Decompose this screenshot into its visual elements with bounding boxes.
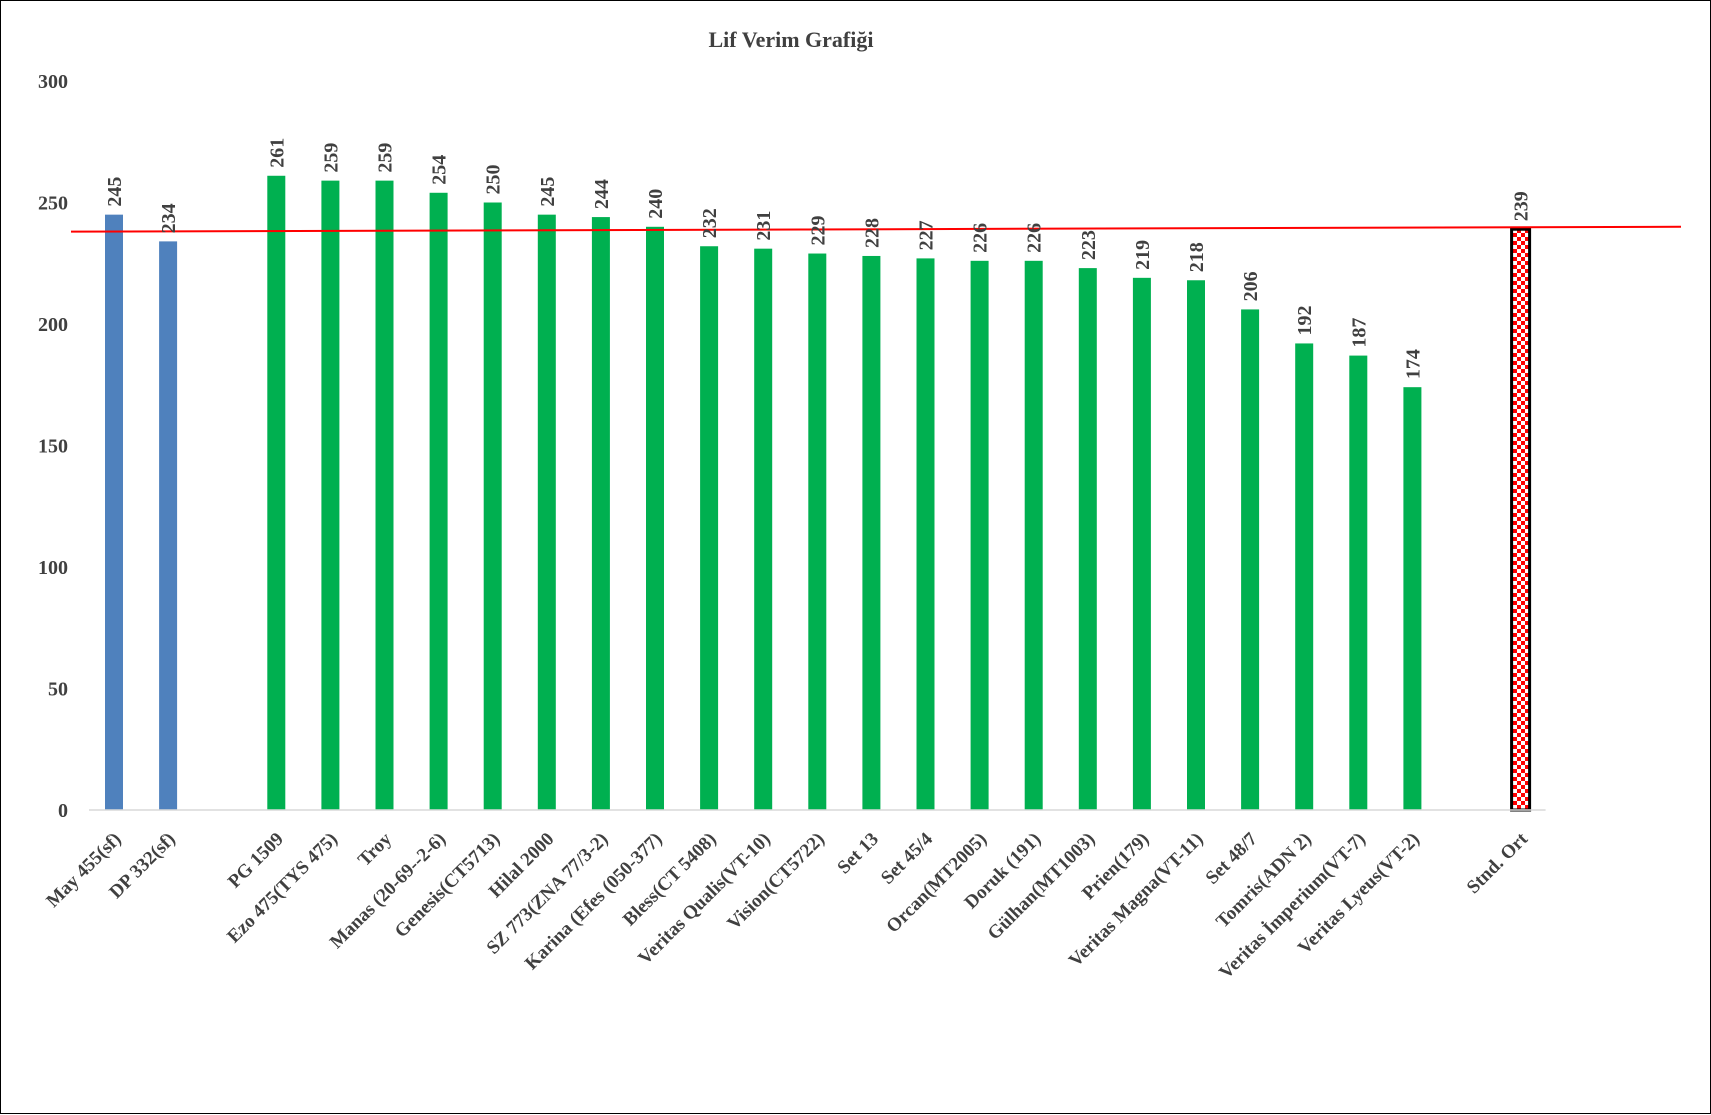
bar <box>429 192 448 810</box>
data-label: 240 <box>645 189 667 219</box>
bar <box>1241 309 1260 810</box>
bar <box>646 226 664 811</box>
average-bar <box>1510 227 1532 812</box>
bar <box>808 253 827 810</box>
x-tick-label: Set 13 <box>833 829 883 879</box>
data-label: 259 <box>375 143 397 173</box>
average-reference-line <box>70 225 1682 233</box>
bar <box>1078 268 1097 810</box>
chart-title: Lif Verim Grafiği <box>709 27 874 52</box>
data-labels: 245 234 261 259 259 254 250 245 244 240 232 231 229 2… <box>104 138 1533 379</box>
bar <box>916 258 935 810</box>
data-label: 228 <box>861 218 883 248</box>
bar <box>1403 387 1422 810</box>
data-label: 261 <box>266 138 288 168</box>
x-tick-label: May 455(sf) <box>42 829 125 912</box>
bar <box>1024 260 1043 810</box>
data-label: 231 <box>753 211 775 241</box>
data-label: 245 <box>104 177 126 207</box>
x-tick-label: Troy <box>354 828 396 870</box>
data-label: 227 <box>916 220 938 250</box>
data-label: 245 <box>537 177 559 207</box>
bar <box>591 217 610 810</box>
bar <box>375 180 394 810</box>
data-label: 223 <box>1078 230 1100 260</box>
y-tick-label: 300 <box>38 71 68 93</box>
data-label: 244 <box>591 179 613 209</box>
data-label: 234 <box>158 203 180 233</box>
bar <box>1349 355 1368 810</box>
bar <box>105 214 123 810</box>
y-tick-label: 0 <box>58 800 68 822</box>
bar <box>862 255 881 810</box>
data-label: 250 <box>483 165 505 195</box>
y-axis-tick-labels: 0 50 100 150 200 250 300 <box>38 71 68 822</box>
x-tick-label: Stnd. Ort <box>1463 828 1533 898</box>
y-tick-label: 250 <box>38 193 68 215</box>
bar <box>1132 277 1151 811</box>
data-label: 218 <box>1186 242 1208 272</box>
bar <box>1295 343 1314 810</box>
bar <box>754 248 773 811</box>
data-label: 254 <box>429 155 451 185</box>
x-tick-label: Bless(CT 5408) <box>619 829 721 931</box>
bar <box>483 202 502 810</box>
bar <box>321 180 340 810</box>
data-label: 229 <box>807 216 829 246</box>
data-label: 239 <box>1511 191 1533 221</box>
y-tick-label: 100 <box>38 557 68 579</box>
bar <box>159 241 178 810</box>
bar <box>700 246 719 811</box>
data-label: 219 <box>1132 240 1154 270</box>
data-label: 232 <box>699 208 721 238</box>
x-tick-label: Tomris(ADN 2) <box>1212 829 1316 933</box>
bar <box>267 175 286 810</box>
bars <box>105 175 1532 812</box>
y-tick-label: 200 <box>38 314 68 336</box>
data-label: 174 <box>1402 349 1424 379</box>
data-label: 206 <box>1240 271 1262 301</box>
data-label: 187 <box>1348 318 1370 348</box>
data-label: 259 <box>320 143 342 173</box>
data-label: 226 <box>1024 223 1046 253</box>
bar <box>970 260 989 810</box>
data-label: 226 <box>970 223 992 253</box>
x-tick-label: Vision(CT5722) <box>723 829 828 934</box>
y-tick-label: 50 <box>48 679 68 701</box>
bar <box>1187 280 1205 810</box>
y-tick-label: 150 <box>38 436 68 458</box>
data-label: 192 <box>1294 305 1316 335</box>
bar <box>537 214 556 810</box>
